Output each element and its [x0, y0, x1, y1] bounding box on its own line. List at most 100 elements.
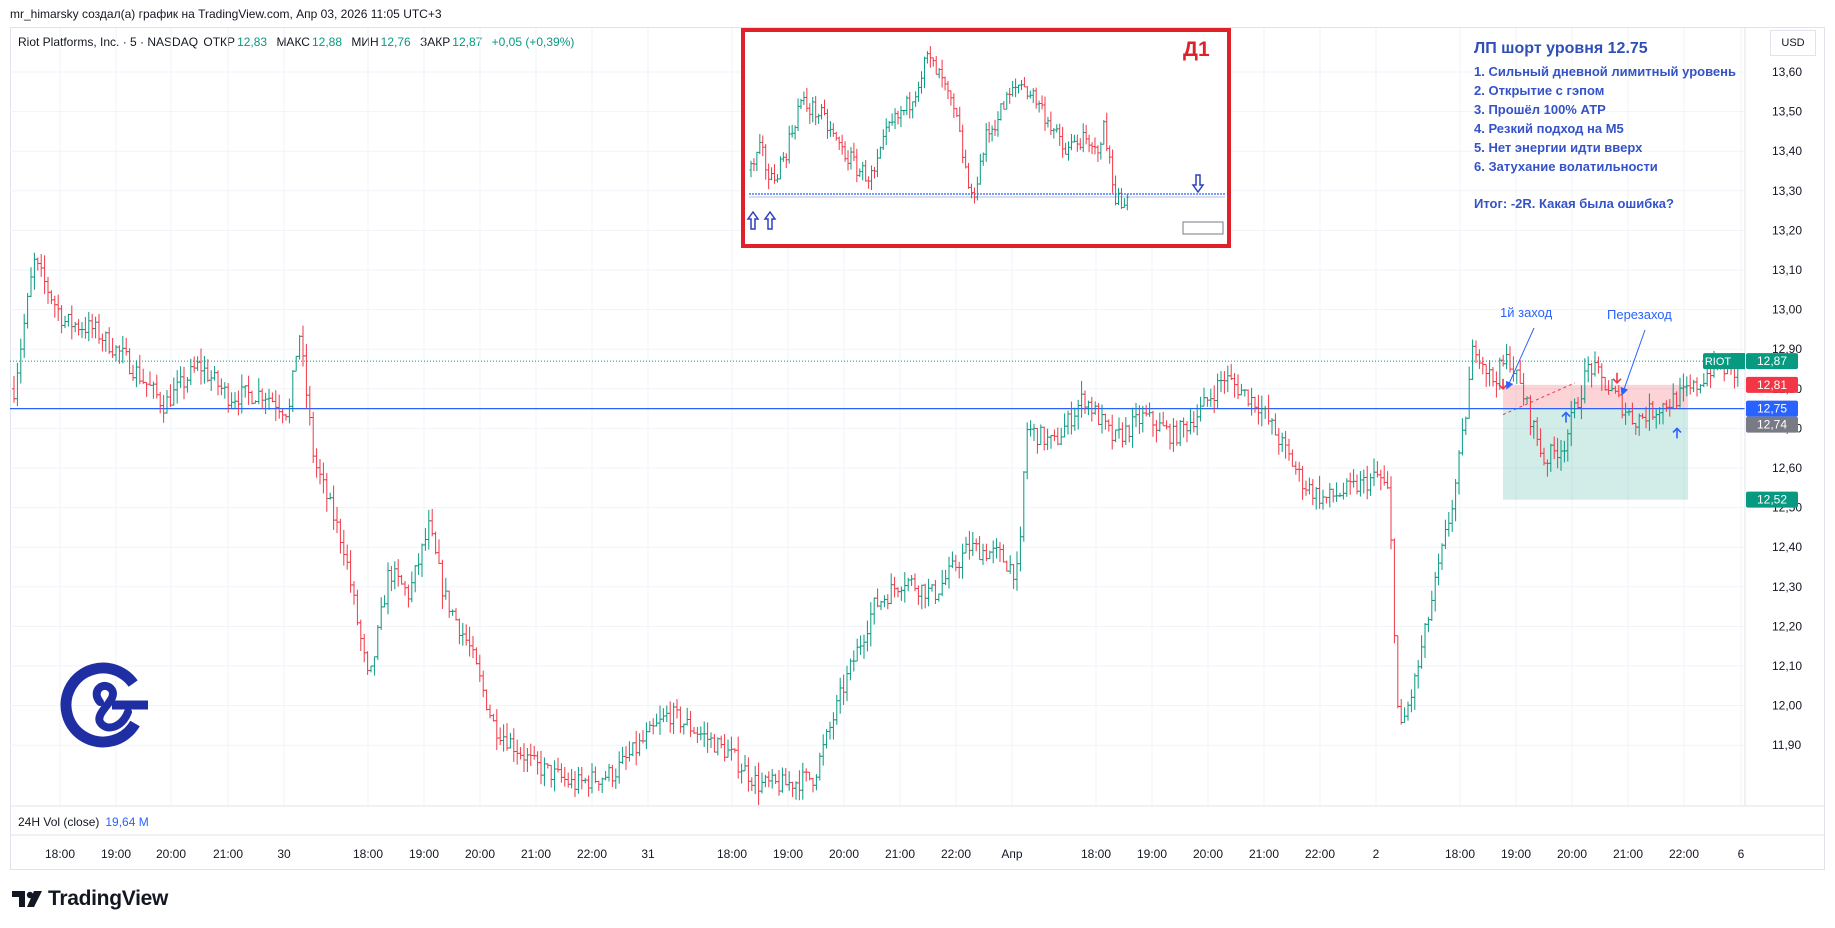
inset-ohlc-bar: [778, 156, 782, 180]
x-tick-label: Апр: [1001, 847, 1023, 861]
ohlc-bar: [420, 543, 424, 577]
ohlc-bar: [243, 385, 248, 398]
inset-ohlc-bar: [978, 153, 982, 185]
ohlc-bar: [579, 766, 584, 790]
inset-ohlc-bar: [943, 76, 947, 91]
ohlc-bar: [1215, 373, 1220, 409]
ohlc-bar: [199, 348, 203, 385]
ohlc-bar: [73, 321, 78, 333]
ohlc-bar: [909, 574, 914, 586]
ohlc-bar: [821, 734, 826, 766]
inset-ohlc-bar: [896, 110, 900, 125]
inset-ohlc-bar: [1122, 198, 1126, 209]
stop-zone[interactable]: [1503, 384, 1688, 409]
ohlc-bar: [953, 554, 958, 572]
ohlc-bar: [1188, 408, 1193, 435]
ohlc-bar: [1113, 429, 1118, 443]
ohlc-bar: [1480, 356, 1485, 375]
inset-ohlc-bar: [1093, 137, 1097, 155]
ohlc-bar: [311, 411, 316, 464]
ohlc-bar: [1586, 356, 1591, 383]
ohlc-bar: [192, 356, 197, 373]
inset-ohlc-bar: [764, 144, 768, 180]
ohlc-bar: [1181, 417, 1186, 438]
ohlc-bar: [838, 677, 843, 714]
inset-ohlc-bar: [958, 106, 962, 132]
inset-ohlc-bar: [964, 149, 968, 169]
notes-item: 2. Открытие с гэпом: [1474, 83, 1605, 98]
ohlc-bar: [865, 620, 870, 652]
ohlc-bar: [1412, 673, 1417, 710]
ohlc-bar: [562, 766, 567, 787]
symbol-name[interactable]: Riot Platforms, Inc. · 5 · NASDAQ: [18, 35, 199, 49]
inset-ohlc-bar: [925, 51, 929, 64]
ohlc-bar: [634, 730, 639, 766]
ohlc-bar: [464, 624, 469, 646]
ohlc-bar: [1518, 360, 1523, 384]
ohlc-bar: [1491, 367, 1495, 387]
price-tag[interactable]: 12,75: [1746, 400, 1798, 417]
ohlc-bar: [1317, 475, 1322, 509]
ohlc-bar: [239, 374, 244, 414]
ohlc-bar: [515, 739, 520, 765]
ohlc-bar: [379, 597, 384, 630]
tradingview-logo[interactable]: TradingView: [12, 887, 168, 911]
volume-label: 24H Vol (close): [18, 815, 100, 829]
ohlc-bar: [396, 559, 401, 587]
tradingview-icon: [12, 891, 42, 907]
ohlc-bar: [1399, 699, 1404, 725]
inset-ohlc-bar: [761, 135, 765, 157]
ohlc-bar: [134, 360, 139, 388]
price-tag-value: 12,75: [1757, 402, 1787, 416]
inset-ohlc-bar: [931, 57, 935, 67]
inset-ohlc-bar: [1049, 111, 1053, 136]
ohlc-bar: [352, 581, 356, 605]
ohlc-bar: [447, 590, 452, 618]
inset-ohlc-bar: [890, 113, 894, 126]
ohlc-bar: [1232, 372, 1237, 398]
inset-ohlc-bar: [940, 59, 944, 88]
ohlc-bar: [800, 762, 805, 800]
inset-ohlc-bar: [784, 153, 788, 169]
ohlc-bar: [1096, 402, 1101, 426]
ohlc-bar: [297, 335, 302, 360]
ohlc-bar: [1171, 418, 1176, 452]
inset-ohlc-bar: [1019, 79, 1023, 91]
inset-ohlc-bar: [770, 167, 774, 181]
ohlc-bar: [107, 327, 112, 354]
ohlc-bar: [501, 724, 506, 752]
ohlc-bar: [1144, 404, 1149, 417]
ohlc-bar: [943, 569, 948, 586]
annotation-pointer: [1620, 329, 1646, 396]
ohlc-bar: [1225, 365, 1230, 393]
price-tag[interactable]: 12,52: [1746, 491, 1798, 508]
x-tick-label: 18:00: [1081, 847, 1111, 861]
ohlc-bar: [974, 538, 979, 552]
ohlc-bar: [831, 712, 836, 740]
ohlc-bar: [1185, 421, 1189, 443]
ohlc-bar: [392, 561, 397, 590]
ohlc-bar: [1259, 395, 1264, 427]
vol-pane-divider: [10, 805, 1825, 836]
ohlc-bar: [590, 763, 594, 794]
price-tag[interactable]: 12,81: [1746, 376, 1798, 393]
x-tick-label: 20:00: [156, 847, 186, 861]
currency-button[interactable]: USD: [1770, 30, 1816, 56]
ohlc-bar: [1358, 471, 1363, 497]
x-tick-label: 21:00: [1613, 847, 1643, 861]
ohlc-bar: [1089, 396, 1094, 422]
ohlc-bar: [1035, 427, 1040, 454]
inset-ohlc-bar: [1055, 124, 1059, 133]
ohlc-bar: [1436, 553, 1441, 586]
x-tick-label: 22:00: [1669, 847, 1699, 861]
ohlc-bar: [93, 316, 98, 339]
ohlc-bar: [1351, 469, 1356, 488]
price-tag[interactable]: 12,74: [1746, 416, 1798, 433]
price-tag[interactable]: 12,87 RIOT: [1703, 353, 1798, 370]
ohlc-bar: [1701, 373, 1706, 388]
ohlc-bar: [773, 773, 778, 784]
ohlc-bar: [964, 536, 968, 554]
inset-ohlc-bar: [981, 152, 985, 166]
ohlc-bar: [1161, 411, 1166, 427]
